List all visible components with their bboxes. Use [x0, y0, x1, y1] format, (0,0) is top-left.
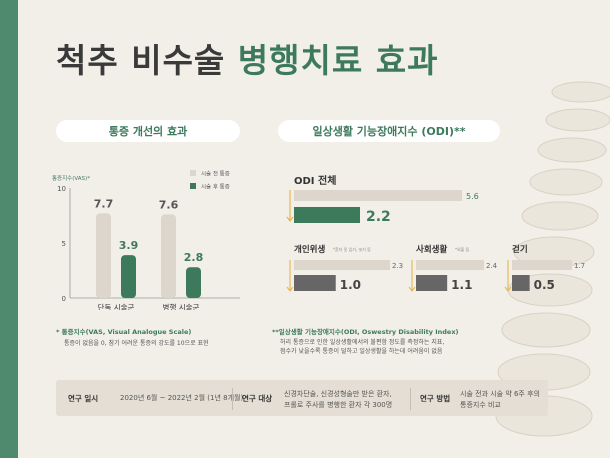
bar-before [416, 260, 484, 270]
legend-label: 시술 후 통증 [201, 183, 230, 191]
bar-before [294, 190, 462, 201]
odi-note-line-1: 허리 통증으로 인한 일상생활에서의 불편함 정도를 측정하는 지표, [280, 339, 445, 346]
accent-arrow [286, 286, 294, 292]
category-label: 병행 시술군 [163, 302, 200, 310]
title-part-2: 병행치료 효과 [237, 41, 439, 80]
bar-value-label: 2.4 [486, 262, 498, 270]
bar-value-label: 2.2 [366, 209, 391, 225]
odi-group-label: 걷기 [512, 244, 528, 255]
odi-note-text: 허리 통증으로 인한 일상생활에서의 불편함 정도를 측정하는 지표, 점수가 … [280, 338, 444, 357]
odi-group-label: 개인위생 [294, 244, 325, 255]
accent-arrow [286, 216, 294, 222]
odi-section-header: 일상생활 기능장애지수 (ODI)** [278, 120, 500, 142]
bar-value-label: 7.7 [94, 197, 114, 210]
vas-note-title: * 통증지수(VAS, Visual Analogue Scale) [56, 328, 192, 336]
page-title: 척추 비수술 병행치료 효과 [56, 34, 438, 82]
y-axis-label: 통증지수(VAS)* [52, 174, 90, 182]
period-label: 연구 일시 [68, 394, 99, 403]
info-divider-2 [410, 388, 411, 410]
bar-before [161, 214, 176, 298]
y-tick-label: 0 [62, 295, 66, 303]
info-divider-1 [232, 388, 233, 410]
bar-value-label: 3.9 [119, 239, 139, 252]
odi-group-label: 사회생활 [416, 244, 447, 255]
bar-value-label: 1.1 [451, 278, 472, 292]
bar-value-label: 2.3 [392, 262, 403, 270]
odi-group-sub: *혼자 옷 입기, 씻기 등 [333, 246, 371, 252]
accent-arrow [408, 286, 416, 292]
legend-label: 시술 전 통증 [201, 170, 230, 178]
subject-value: 신경차단술, 신경성형술만 받은 환자, 프롤로 주사를 병행한 환자 각 30… [284, 389, 392, 411]
bar-after [416, 275, 448, 291]
bar-value-label: 2.8 [184, 251, 204, 264]
odi-group-sub: *외출 등 [455, 246, 470, 252]
method-line-2: 통증지수 비교 [460, 400, 501, 409]
bar-value-label: 7.6 [159, 198, 179, 211]
method-line-1: 시술 전과 시술 약 6주 후의 [460, 390, 540, 398]
y-tick-label: 5 [62, 240, 66, 248]
subject-label: 연구 대상 [242, 394, 273, 403]
bar-after [186, 267, 201, 298]
bar-after [294, 275, 336, 291]
odi-bar-chart: ODI 전체 5.6 2.2 개인위생 *혼자 옷 입기, 씻기 등 2.3 1.0 사회생활… [286, 174, 585, 292]
method-value: 시술 전과 시술 약 6주 후의 통증지수 비교 [460, 389, 540, 411]
legend-swatch [190, 170, 196, 176]
bar-value-label: 0.5 [534, 278, 555, 292]
bar-value-label: 1.0 [340, 278, 361, 292]
bar-after [294, 207, 360, 223]
left-accent-stripe [0, 0, 18, 458]
subject-line-1: 신경차단술, 신경성형술만 받은 환자, [284, 390, 392, 398]
bar-after [512, 275, 530, 291]
pain-section-header: 통증 개선의 효과 [56, 120, 240, 142]
period-value: 2020년 6월 ~ 2022년 2월 (1년 8개월) [120, 394, 244, 402]
bar-before [294, 260, 390, 270]
bar-after [121, 255, 136, 298]
bar-value-label: 1.7 [574, 262, 585, 270]
vas-note-text: 통증이 없음을 0, 참기 어려운 통증의 강도를 10으로 표현 [64, 340, 209, 347]
odi-total-label: ODI 전체 [294, 174, 336, 187]
odi-note-title: **일상생활 기능장애지수(ODI, Oswestry Disability I… [272, 328, 459, 336]
study-info-box [56, 380, 548, 416]
title-part-1: 척추 비수술 [56, 41, 226, 80]
method-label: 연구 방법 [420, 394, 451, 403]
y-tick-label: 10 [57, 185, 66, 193]
bar-before [96, 213, 111, 298]
odi-note-line-2: 점수가 낮을수록 통증이 덜하고 일상생활을 하는데 어려움이 없음 [280, 348, 443, 356]
bar-before [512, 260, 572, 270]
bar-value-label: 5.6 [466, 192, 479, 201]
category-label: 단독 시술군 [98, 302, 135, 310]
vas-bar-chart: 통증지수(VAS)* 0 5 10 7.7 3.9 단독 시술군 7.6 2.8 병행 시술군 시술… [52, 170, 240, 310]
accent-arrow [504, 286, 512, 292]
subject-line-2: 프롤로 주사를 병행한 환자 각 300명 [284, 400, 393, 409]
legend-swatch [190, 183, 196, 189]
